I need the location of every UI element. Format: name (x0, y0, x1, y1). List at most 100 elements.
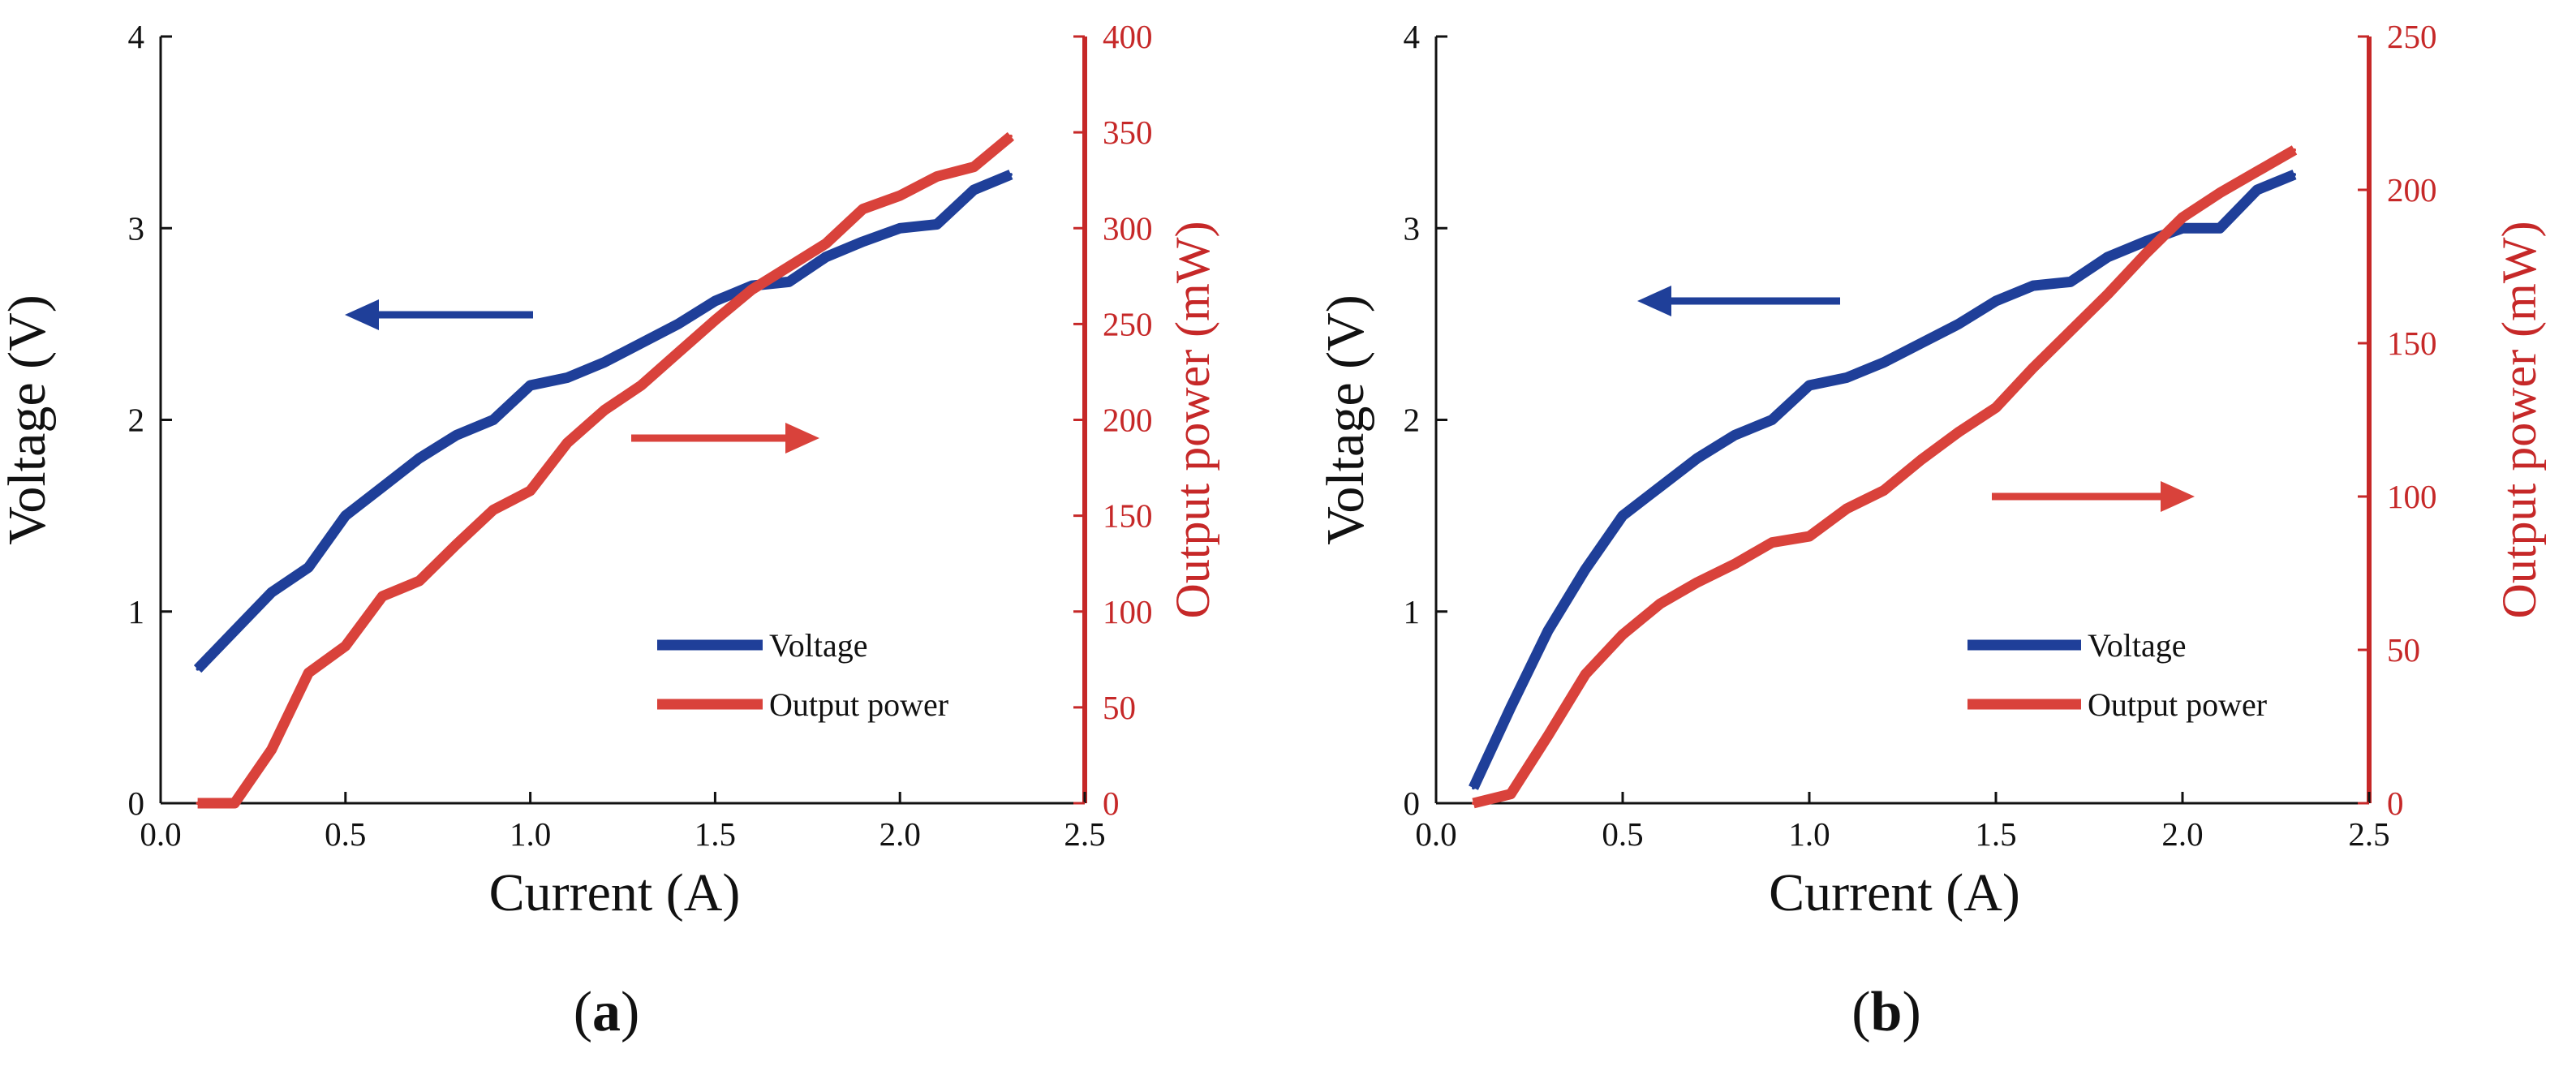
voltage-point (602, 360, 606, 364)
x-tick-label: 2.0 (2161, 815, 2203, 853)
right-y-tick-label: 50 (1103, 689, 1136, 726)
output-power-point (269, 747, 273, 751)
output-power-point (2106, 292, 2109, 296)
panel-a: 0.0 0.5 1.0 1.5 2.0 2.50123405010015020025030… (0, 18, 1219, 1043)
left-y-tick-label: 4 (1404, 18, 1421, 55)
output-power-point (2032, 366, 2035, 370)
output-power-point (1509, 792, 1512, 796)
voltage-point (1733, 433, 1736, 437)
output-power-point (1845, 507, 1848, 511)
voltage-point (2069, 280, 2072, 284)
left-y-tick-label: 3 (128, 209, 145, 247)
output-power-point (1546, 733, 1550, 737)
output-power-point (492, 508, 496, 512)
panel-label-close-paren: ) (1902, 981, 1920, 1043)
panel-label-open-paren: ( (574, 981, 592, 1043)
voltage-point (935, 222, 939, 226)
voltage-point (861, 239, 865, 243)
output-power-point (454, 543, 458, 547)
panel-label-open-paren: ( (1851, 981, 1870, 1043)
x-axis-title: Current (A) (1769, 863, 2020, 922)
output-power-point (1658, 602, 1662, 606)
voltage-point (196, 667, 200, 671)
voltage-point (1546, 629, 1550, 633)
panel-label-letter: a (592, 981, 621, 1043)
voltage-point (233, 629, 237, 633)
output-power-point (713, 318, 717, 322)
voltage-point (1882, 360, 1886, 364)
output-power-point (2256, 170, 2259, 174)
output-power-point (787, 264, 791, 269)
x-tick-label: 1.5 (695, 815, 736, 853)
voltage-point (1845, 376, 1848, 380)
voltage-point (639, 342, 643, 345)
voltage-point (1994, 299, 1998, 303)
x-tick-label: 0.5 (325, 815, 366, 853)
output-power-point (233, 802, 237, 805)
right-y-tick-label: 300 (1103, 209, 1153, 247)
power-axis-arrow-head (785, 423, 819, 454)
voltage-point (676, 322, 680, 326)
x-tick-label: 2.5 (1064, 815, 1105, 853)
voltage-point (1008, 173, 1013, 177)
voltage-line (193, 170, 1013, 673)
x-tick-label: 0.0 (1415, 815, 1456, 853)
voltage-point (972, 188, 976, 191)
output-power-point (2181, 216, 2184, 220)
right-y-tick-label: 0 (2387, 785, 2404, 822)
output-power-point (750, 287, 754, 291)
x-tick-label: 1.0 (510, 815, 551, 853)
output-power-point (1733, 562, 1736, 566)
output-power-point (1957, 430, 1960, 434)
right-y-tick-label: 50 (2387, 631, 2420, 669)
right-y-tick-label: 200 (2387, 171, 2437, 209)
x-tick-label: 0.5 (1602, 815, 1643, 853)
left-y-tick-label: 2 (128, 402, 145, 439)
left-y-axis-title: Voltage (V) (0, 295, 57, 545)
left-y-tick-label: 1 (128, 593, 145, 630)
voltage-point (2181, 226, 2184, 230)
voltage-point (307, 565, 311, 570)
voltage-point (2106, 255, 2109, 259)
legend-voltage-label: Voltage (769, 627, 867, 664)
power-axis-arrow-head (2161, 481, 2195, 512)
output-power-point (1472, 802, 1475, 805)
output-power-point (417, 578, 421, 583)
output-power-point (2218, 191, 2221, 195)
panel-label: (b) (1851, 981, 1921, 1043)
voltage-point (1696, 456, 1699, 460)
right-y-tick-label: 250 (1103, 305, 1153, 342)
output-power-point (676, 350, 680, 355)
x-tick-label: 2.5 (2348, 815, 2389, 853)
x-tick-label: 2.0 (879, 815, 921, 853)
voltage-point (1509, 705, 1512, 709)
voltage-point (824, 255, 828, 259)
output-power-point (1770, 540, 1774, 544)
output-power-point (2069, 329, 2072, 333)
voltage-point (898, 226, 902, 230)
right-y-tick-label: 100 (2387, 478, 2437, 515)
right-y-axis-title: Output power (mW) (1166, 221, 1219, 619)
right-y-tick-label: 250 (2387, 18, 2437, 55)
voltage-point (2032, 284, 2035, 288)
right-y-tick-label: 0 (1103, 785, 1120, 822)
output-power-point (1882, 488, 1886, 492)
output-power-point (1994, 406, 1998, 410)
voltage-point (787, 280, 791, 284)
output-power-point (307, 671, 311, 675)
left-y-axis-title: Voltage (V) (1316, 295, 1375, 545)
output-power-point (1808, 535, 1811, 539)
right-y-tick-label: 150 (1103, 497, 1153, 535)
x-tick-label: 1.0 (1788, 815, 1830, 853)
output-power-point (566, 441, 570, 445)
left-y-tick-label: 3 (1404, 209, 1421, 247)
voltage-point (528, 383, 532, 387)
x-axis-title: Current (A) (489, 863, 741, 922)
voltage-point (1658, 485, 1662, 489)
output-power-point (196, 802, 200, 805)
left-y-tick-label: 0 (1404, 785, 1421, 822)
voltage-point (1472, 786, 1475, 790)
voltage-point (2144, 239, 2147, 243)
output-power-point (2144, 252, 2147, 256)
output-power-point (1920, 458, 1923, 462)
